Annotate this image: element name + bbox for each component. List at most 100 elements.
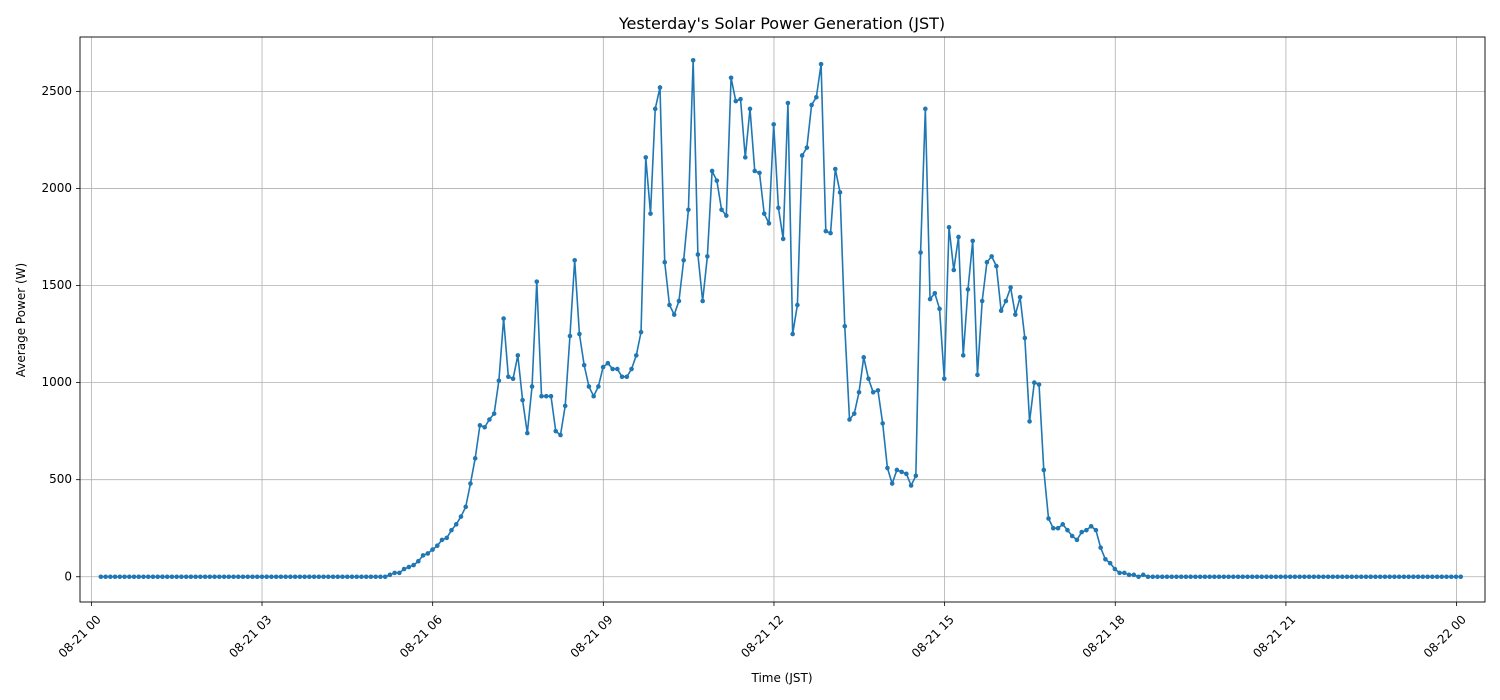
- data-point: [1335, 574, 1340, 580]
- data-point: [1321, 574, 1326, 580]
- data-point: [254, 574, 260, 580]
- data-point: [918, 250, 923, 255]
- data-point: [525, 430, 530, 436]
- data-point: [387, 572, 393, 578]
- data-point: [941, 376, 947, 382]
- data-point: [188, 574, 194, 580]
- data-point: [1448, 574, 1454, 580]
- data-point: [264, 574, 270, 580]
- data-point: [1178, 574, 1184, 580]
- data-point: [259, 574, 265, 580]
- data-point: [1055, 525, 1061, 531]
- data-point: [814, 94, 819, 100]
- data-point: [761, 211, 767, 216]
- data-point: [965, 287, 971, 292]
- data-point: [1027, 419, 1032, 424]
- y-tick-label: 1000: [41, 375, 72, 389]
- data-point: [1264, 574, 1269, 580]
- data-point: [103, 574, 108, 580]
- data-point: [1008, 285, 1013, 290]
- data-point: [790, 331, 795, 337]
- data-point: [776, 205, 781, 211]
- data-point: [747, 106, 753, 112]
- data-point: [1268, 574, 1274, 580]
- data-point: [397, 570, 402, 576]
- data-point: [425, 551, 431, 556]
- data-point: [297, 574, 303, 580]
- data-point: [1415, 574, 1421, 580]
- data-point: [1297, 574, 1302, 580]
- data-point: [908, 483, 914, 488]
- data-point: [851, 411, 857, 416]
- data-point: [989, 254, 994, 259]
- data-point: [1235, 574, 1241, 580]
- data-point: [1197, 574, 1203, 580]
- data-point: [1145, 574, 1151, 580]
- plot-area-frame: [79, 36, 1486, 603]
- data-point: [785, 100, 791, 106]
- data-point: [349, 574, 355, 580]
- data-point: [449, 527, 454, 533]
- data-point: [1084, 527, 1089, 533]
- data-point: [1240, 574, 1246, 580]
- data-point: [292, 574, 298, 580]
- data-point: [1340, 574, 1345, 580]
- data-point: [1032, 380, 1037, 385]
- data-point: [700, 298, 705, 304]
- data-point: [1411, 574, 1416, 580]
- data-point: [738, 96, 743, 102]
- data-point: [1207, 574, 1212, 580]
- data-point: [1003, 298, 1009, 304]
- data-point: [1363, 574, 1369, 580]
- data-point: [671, 312, 677, 317]
- data-point: [240, 574, 246, 580]
- data-point: [1377, 574, 1383, 580]
- data-point: [198, 574, 203, 580]
- data-point: [752, 168, 758, 174]
- data-point: [439, 537, 445, 543]
- data-point: [1259, 574, 1265, 580]
- data-point: [676, 298, 682, 304]
- data-point: [477, 423, 483, 428]
- data-point: [1074, 537, 1080, 543]
- data-point: [1245, 574, 1250, 580]
- data-point: [615, 366, 620, 372]
- data-point: [1202, 574, 1208, 580]
- data-point: [562, 403, 568, 409]
- data-point: [1212, 574, 1217, 580]
- data-point: [340, 574, 345, 580]
- data-point: [444, 535, 450, 541]
- data-point: [1392, 574, 1397, 580]
- data-point: [1131, 572, 1137, 578]
- data-point: [269, 574, 274, 580]
- data-point: [1226, 574, 1231, 580]
- data-point: [927, 296, 933, 302]
- data-point: [406, 564, 412, 570]
- data-point: [842, 324, 848, 329]
- data-point: [591, 393, 596, 399]
- data-point: [1316, 574, 1321, 580]
- data-point: [1278, 574, 1283, 580]
- data-point: [558, 432, 563, 438]
- data-point: [207, 574, 213, 580]
- data-point: [1159, 574, 1165, 580]
- data-point: [1017, 294, 1023, 300]
- data-point: [766, 221, 772, 226]
- data-point: [539, 393, 544, 399]
- data-point: [870, 390, 876, 395]
- data-point: [1330, 574, 1336, 580]
- data-point: [742, 155, 748, 160]
- data-point: [1183, 574, 1189, 580]
- data-point: [643, 155, 649, 160]
- data-point: [1444, 574, 1449, 580]
- data-point: [131, 574, 137, 580]
- data-point: [1164, 574, 1170, 580]
- data-point: [335, 574, 341, 580]
- data-point: [757, 170, 762, 176]
- data-point: [596, 384, 601, 389]
- data-point: [889, 481, 895, 486]
- data-point: [145, 574, 151, 580]
- data-point: [487, 417, 492, 422]
- y-tick-label: 1500: [41, 278, 72, 292]
